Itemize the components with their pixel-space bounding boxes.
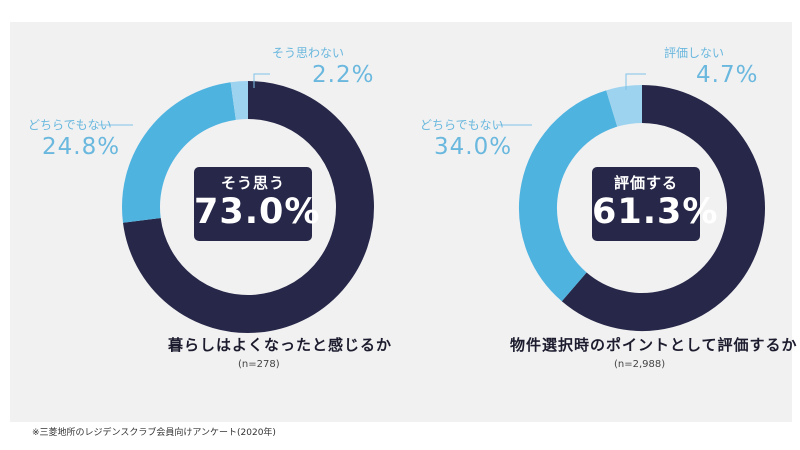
callout-value-neutral-2: 34.0% [434,134,513,160]
question-title-1: 暮らしはよくなったと感じるか [168,336,393,354]
center-value-box-2: 評価する 61.3% [592,167,719,241]
donut-2-svg [496,73,765,331]
chart-panel: そう思う 73.0% どちらでもない 24.8% そう思わない 2.2% 暮らし… [10,22,797,438]
center-label-2: 評価する [613,174,678,192]
center-value-box-1: そう思う 73.0% [194,167,321,241]
center-value-2: 61.3% [592,192,719,232]
donut-2-slice-neutral [519,90,618,302]
center-value-1: 73.0% [194,192,321,232]
donut-2-slice-negative [606,85,643,127]
donut-2-slice-main [561,85,765,331]
question-title-2: 物件選択時のポイントとして評価するか [510,336,798,354]
callout-value-negative-1: 2.2% [312,62,375,88]
donut-chart-2: 評価する 61.3% どちらでもない 34.0% 評価しない 4.7% 物件選択… [402,22,797,422]
callout-label-neutral-2: どちらでもない [420,118,504,132]
callout-value-neutral-1: 24.8% [42,134,121,160]
donut-chart-1: そう思う 73.0% どちらでもない 24.8% そう思わない 2.2% 暮らし… [10,22,400,422]
footnote: ※三菱地所のレジデンスクラブ会員向けアンケート(2020年) [32,428,276,438]
donut-1-svg [98,73,374,333]
center-label-1: そう思う [220,174,285,192]
callout-leader-negative-1 [253,73,270,88]
donut-1-slice-neutral [122,82,237,223]
sample-size-2: (n=2,988) [614,359,666,370]
callout-leader-negative-2 [625,73,646,90]
callout-label-neutral-1: どちらでもない [28,118,112,132]
sample-size-1: (n=278) [238,359,280,370]
donut-1-slice-negative [230,81,249,120]
donut-1-slice-main [122,81,374,333]
callout-value-negative-2: 4.7% [696,62,759,88]
callout-label-negative-2: 評価しない [664,46,725,60]
callout-label-negative-1: そう思わない [272,46,345,60]
